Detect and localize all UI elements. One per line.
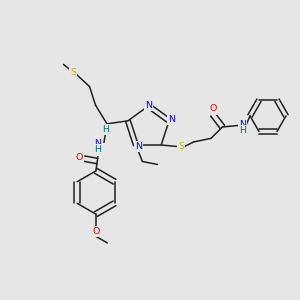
Text: N: N	[94, 140, 101, 148]
Text: O: O	[75, 153, 82, 162]
Text: N: N	[135, 142, 142, 151]
Text: S: S	[70, 68, 76, 77]
Text: N: N	[168, 115, 175, 124]
Text: H: H	[102, 125, 109, 134]
Text: H: H	[94, 146, 101, 154]
Text: H: H	[239, 126, 246, 135]
Text: O: O	[92, 227, 100, 236]
Text: O: O	[209, 104, 217, 113]
Text: N: N	[145, 101, 152, 110]
Text: N: N	[239, 120, 246, 129]
Text: S: S	[178, 142, 184, 151]
